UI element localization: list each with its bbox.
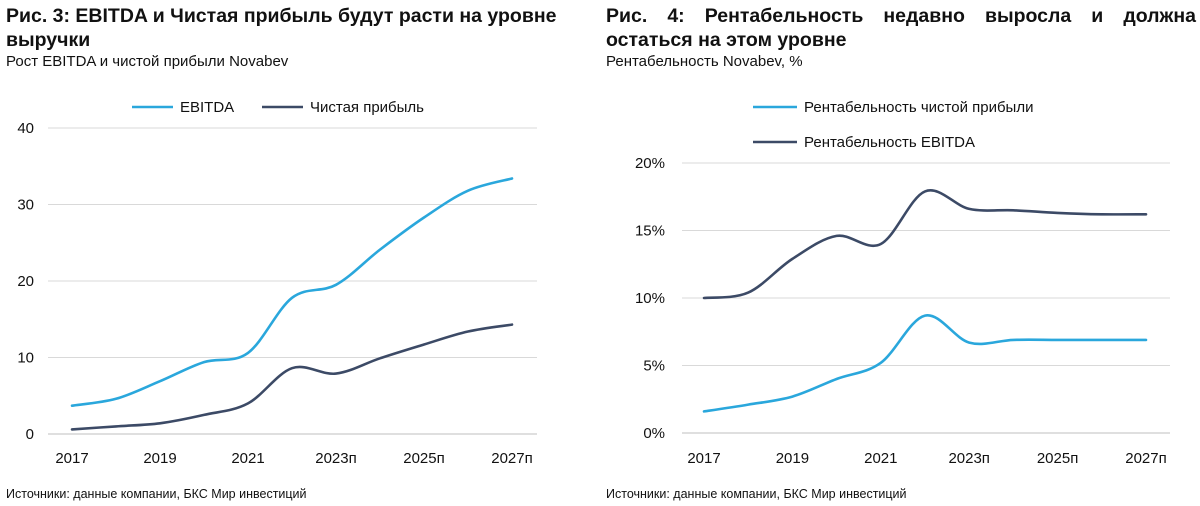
chart-subtitle: Рост EBITDA и чистой прибыли Novabev xyxy=(6,53,289,70)
x-tick-label: 2019 xyxy=(776,450,809,467)
data-point xyxy=(747,291,750,294)
x-tick-label: 2017 xyxy=(687,450,720,467)
data-point xyxy=(968,208,971,211)
data-point xyxy=(203,414,206,417)
x-tick-label: 2025п xyxy=(1037,450,1079,467)
y-tick-label: 5% xyxy=(643,358,665,375)
x-tick-label: 2025п xyxy=(403,450,445,467)
data-point xyxy=(791,395,794,398)
y-tick-label: 10% xyxy=(635,290,665,307)
data-point xyxy=(924,314,927,317)
chart-source: Источники: данные компании, БКС Мир инве… xyxy=(6,487,307,501)
data-point xyxy=(835,378,838,381)
x-tick-label: 2027п xyxy=(491,450,533,467)
data-point xyxy=(71,428,74,431)
data-point xyxy=(747,403,750,406)
data-point xyxy=(423,343,426,346)
data-point xyxy=(159,380,162,383)
x-tick-label: 2023п xyxy=(315,450,357,467)
x-tick-label: 2019 xyxy=(143,450,176,467)
x-tick-label: 2017 xyxy=(55,450,88,467)
x-tick-label: 2021 xyxy=(864,450,897,467)
y-tick-label: 15% xyxy=(635,223,665,240)
data-point xyxy=(247,352,250,355)
chart-subtitle: Рентабельность Novabev, % xyxy=(606,53,803,70)
legend-label: Чистая прибыль xyxy=(310,99,424,116)
data-point xyxy=(880,362,883,365)
data-point xyxy=(1056,339,1059,342)
chart-title: Рис. 4: Рентабельность недавно выросла и… xyxy=(606,5,1196,51)
legend-label: Рентабельность EBITDA xyxy=(804,134,975,151)
data-point xyxy=(335,372,338,375)
data-point xyxy=(379,357,382,360)
data-point xyxy=(1145,213,1148,216)
data-point xyxy=(115,425,118,428)
series-line xyxy=(70,177,514,407)
y-tick-label: 10 xyxy=(17,350,34,367)
y-tick-label: 20 xyxy=(17,273,34,290)
chart-panel-left: Рис. 3: EBITDA и Чистая прибыль будут ра… xyxy=(0,0,590,506)
x-tick-label: 2023п xyxy=(948,450,990,467)
series-line xyxy=(702,189,1148,300)
chart-source: Источники: данные компании, БКС Мир инве… xyxy=(606,487,907,501)
data-point xyxy=(423,216,426,219)
ebitda-net-income-chart: 0 10 20 30 40 2017 2019 2021 2023п 2025п 2027п EBIT… xyxy=(17,99,537,467)
data-point xyxy=(1101,339,1104,342)
data-point xyxy=(968,341,971,344)
data-point xyxy=(703,297,706,300)
y-tick-label: 0% xyxy=(643,425,665,442)
data-point xyxy=(511,323,514,326)
data-point xyxy=(291,297,294,300)
legend-label: Рентабельность чистой прибыли xyxy=(804,99,1033,116)
data-point xyxy=(1101,213,1104,216)
data-point xyxy=(791,258,794,261)
data-point xyxy=(291,367,294,370)
y-tick-label: 20% xyxy=(635,155,665,172)
data-point xyxy=(1145,339,1148,342)
data-point xyxy=(379,248,382,251)
data-point xyxy=(1056,212,1059,215)
data-point xyxy=(467,330,470,333)
data-point xyxy=(1012,209,1015,212)
data-point xyxy=(203,361,206,364)
series-line xyxy=(702,314,1148,413)
data-point xyxy=(880,243,883,246)
x-tick-label: 2027п xyxy=(1125,450,1167,467)
x-tick-label: 2021 xyxy=(231,450,264,467)
data-point xyxy=(924,190,927,193)
y-tick-label: 30 xyxy=(17,197,34,214)
data-point xyxy=(159,422,162,425)
data-point xyxy=(335,284,338,287)
data-point xyxy=(703,410,706,413)
y-tick-label: 0 xyxy=(26,426,34,443)
data-point xyxy=(511,177,514,180)
data-point xyxy=(835,235,838,238)
data-point xyxy=(71,404,74,407)
data-point xyxy=(1012,339,1015,342)
series-line xyxy=(70,323,514,431)
legend-label: EBITDA xyxy=(180,99,234,116)
data-point xyxy=(247,402,250,405)
chart-panel-right: Рис. 4: Рентабельность недавно выросла и… xyxy=(600,0,1200,506)
chart-title: Рис. 3: EBITDA и Чистая прибыль будут ра… xyxy=(6,5,557,51)
margin-chart: 0% 5% 10% 15% 20% 2017 2019 2021 2023п 2025п 2027п… xyxy=(635,99,1170,467)
data-point xyxy=(115,398,118,401)
y-tick-label: 40 xyxy=(17,120,34,137)
data-point xyxy=(467,189,470,192)
